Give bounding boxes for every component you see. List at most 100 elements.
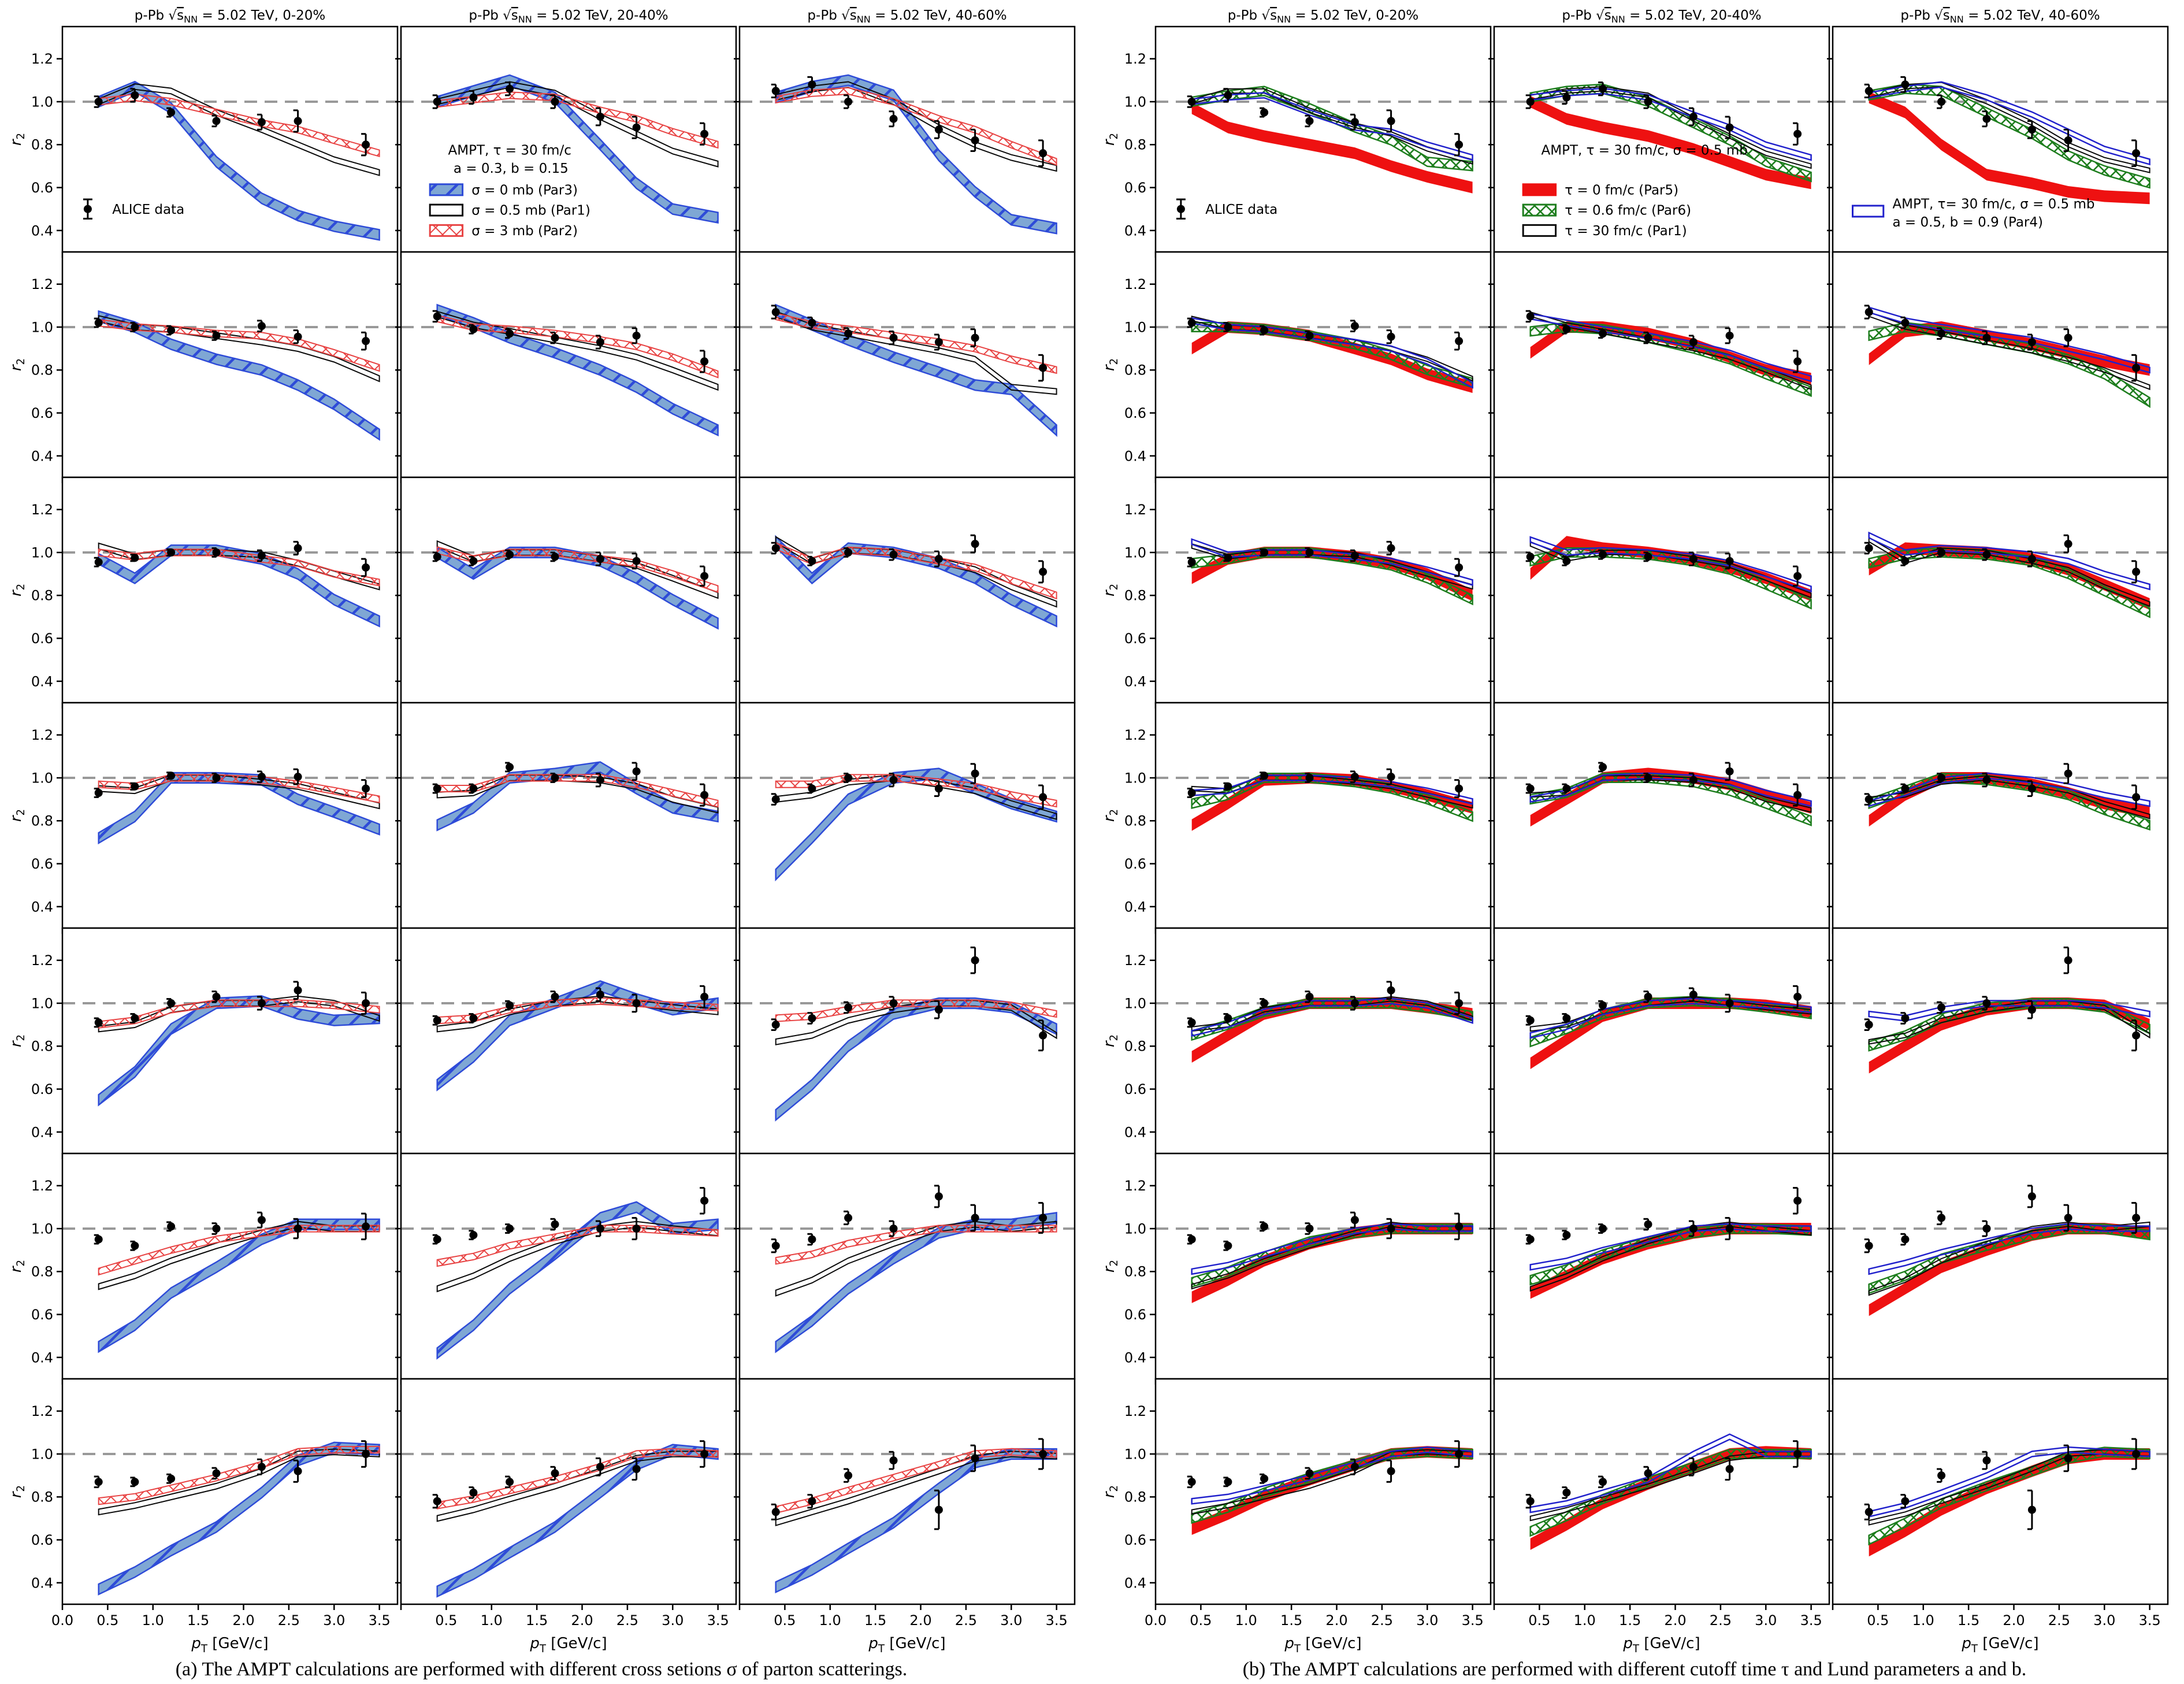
alice-points: [771, 305, 1048, 382]
subplot-a-r2c1: 0.4 0.6 0.8 1.0 1.2 r2: [8, 251, 399, 483]
subplot-b-r4c2: [1488, 702, 1830, 934]
y-tick-label: 0.8: [1124, 1489, 1146, 1505]
subplot-b-r3c3: [1827, 476, 2169, 709]
subplot-b-r6c2: [1488, 1152, 1830, 1385]
y-tick-label: 0.4: [1124, 673, 1146, 689]
x-tick-label: 3.0: [1000, 1612, 1022, 1629]
x-tick-label: 2.5: [616, 1612, 638, 1629]
alice-legend: ALICE data: [83, 198, 184, 220]
y-axis-label: r2: [8, 809, 27, 822]
band-par4: [1868, 531, 2150, 591]
band-par3: [436, 546, 719, 630]
subplot-b-r5c1: 0.4 0.6 0.8 1.0 1.2 r2: [1101, 927, 1492, 1159]
y-tick-label: 0.8: [31, 1489, 53, 1505]
alice-points: [1187, 88, 1464, 157]
y-axis-label: r2: [1101, 358, 1120, 371]
y-tick-label: 0.6: [31, 630, 53, 647]
y-axis-label: r2: [8, 358, 27, 371]
plot-row-a-1: 0.4 0.6 0.8 1.0 1.2 r2 p-Pb √sNN = 5.02 TeV, 0…: [5, 3, 1078, 258]
y-tick-label: 0.4: [31, 1349, 53, 1366]
alice-points: [1525, 1440, 1802, 1509]
x-tick-label: 1.5: [864, 1612, 886, 1629]
band-par4: [1529, 1433, 1812, 1514]
band-par3: [98, 771, 380, 845]
band-par2: [436, 546, 719, 594]
band-par6: [1191, 547, 1473, 606]
band-par1: [1529, 540, 1812, 599]
x-tick-label: 0.5: [96, 1612, 118, 1629]
column-title: p-Pb √sNN = 5.02 TeV, 0-20%: [1228, 8, 1419, 25]
y-tick-label: 0.8: [31, 588, 53, 604]
subplot-a-r7c2: 0.5 1.0 1.5 2.0 2.5 3.0 3.5 pT [GeV/c]: [395, 1378, 737, 1655]
alice-points: [1525, 310, 1802, 373]
y-tick-label: 0.8: [31, 137, 53, 153]
alice-points: [1525, 762, 1802, 807]
subplot-b-r1c2: p-Pb √sNN = 5.02 TeV, 20-40% AMPT, τ = 30…: [1488, 8, 1830, 258]
x-tick-label: 2.5: [2048, 1612, 2070, 1629]
alice-points: [1187, 768, 1464, 798]
subplot-a-r7c1: 0.4 0.6 0.8 1.0 1.2 r2 0.0 0.5 1.0 1.5 2.0 2.5 3.0 3.…: [8, 1378, 399, 1655]
band-par3: [98, 80, 380, 241]
y-tick-label: 0.8: [1124, 588, 1146, 604]
plot-grid-a: 0.4 0.6 0.8 1.0 1.2 r2 p-Pb √sNN = 5.02 TeV, 0…: [5, 3, 1078, 1655]
subplot-b-r6c1: 0.4 0.6 0.8 1.0 1.2 r2: [1101, 1152, 1492, 1385]
y-tick-label: 0.4: [31, 899, 53, 915]
subplot-a-r6c1: 0.4 0.6 0.8 1.0 1.2 r2: [8, 1152, 399, 1385]
alice-points: [1864, 1438, 2141, 1530]
alice-points: [94, 540, 370, 577]
plot-row-b-1: 0.4 0.6 0.8 1.0 1.2 r2 p-Pb √sNN = 5.02 TeV, 0…: [1098, 3, 2171, 258]
x-tick-label: 3.0: [323, 1612, 345, 1629]
subplot-a-r4c3: [734, 702, 1076, 934]
band-par2: [436, 1225, 719, 1267]
y-tick-label: 0.8: [1124, 1038, 1146, 1055]
svg-text:σ = 3 mb (Par2): σ = 3 mb (Par2): [471, 224, 578, 239]
alice-points: [94, 1440, 370, 1489]
y-tick-label: 0.4: [31, 222, 53, 239]
svg-text:AMPT, τ= 30 fm/c, σ = 0.5 mb: AMPT, τ= 30 fm/c, σ = 0.5 mb: [1892, 196, 2094, 212]
x-tick-label: 2.5: [1371, 1612, 1393, 1629]
band-par4: [1529, 1223, 1812, 1271]
band-par4: [1868, 1000, 2150, 1022]
alice-points: [432, 1440, 709, 1509]
y-axis-label: r2: [8, 1260, 27, 1273]
svg-text:a = 0.5, b = 0.9 (Par4): a = 0.5, b = 0.9 (Par4): [1892, 215, 2043, 230]
x-tick-label: 1.0: [142, 1612, 164, 1629]
x-tick-label: 3.5: [707, 1612, 729, 1629]
band-par6: [1529, 1448, 1812, 1537]
svg-text:σ = 0 mb (Par3): σ = 0 mb (Par3): [471, 183, 578, 198]
y-tick-label: 1.0: [31, 319, 53, 335]
x-tick-label: 2.5: [1710, 1612, 1732, 1629]
band-par4: [1529, 997, 1812, 1039]
subplot-b-r2c2: [1488, 251, 1830, 483]
y-tick-label: 0.6: [31, 405, 53, 421]
subplot-a-r2c2: [395, 251, 737, 483]
alice-points: [1864, 763, 2141, 810]
plot-row-a-4: 0.4 0.6 0.8 1.0 1.2 r2: [5, 702, 1078, 934]
x-axis-label: pT [GeV/c]: [868, 1635, 945, 1655]
y-tick-label: 1.2: [1124, 952, 1146, 969]
plot-row-a-6: 0.4 0.6 0.8 1.0 1.2 r2: [5, 1152, 1078, 1385]
x-tick-label: 3.5: [1800, 1612, 1822, 1629]
band-par4: [1191, 92, 1473, 161]
x-axis-label: pT [GeV/c]: [1622, 1635, 1700, 1655]
band-par2: [98, 548, 380, 587]
y-tick-label: 0.6: [31, 1307, 53, 1323]
subplot-b-r7c3: 0.5 1.0 1.5 2.0 2.5 3.0 3.5 pT [GeV/c]: [1827, 1378, 2169, 1655]
alice-points: [1864, 76, 2141, 167]
band-par2: [775, 1225, 1057, 1265]
plot-row-a-2: 0.4 0.6 0.8 1.0 1.2 r2: [5, 251, 1078, 483]
y-tick-label: 0.4: [31, 448, 53, 464]
svg-text:τ = 30 fm/c (Par1): τ = 30 fm/c (Par1): [1565, 224, 1687, 239]
legend-swatch-par2: [429, 224, 464, 237]
y-tick-label: 1.0: [1124, 94, 1146, 110]
y-tick-label: 0.4: [1124, 222, 1146, 239]
band-par4: [1191, 1446, 1473, 1505]
y-axis-label: r2: [1101, 584, 1120, 596]
legend-swatch-par5: [1522, 183, 1557, 196]
y-tick-label: 0.4: [31, 1575, 53, 1591]
band-par1: [775, 1451, 1057, 1527]
x-tick-label: 0.5: [1528, 1612, 1550, 1629]
legend-swatch-par6: [1522, 203, 1557, 217]
x-axis-label: pT [GeV/c]: [1961, 1635, 2038, 1655]
